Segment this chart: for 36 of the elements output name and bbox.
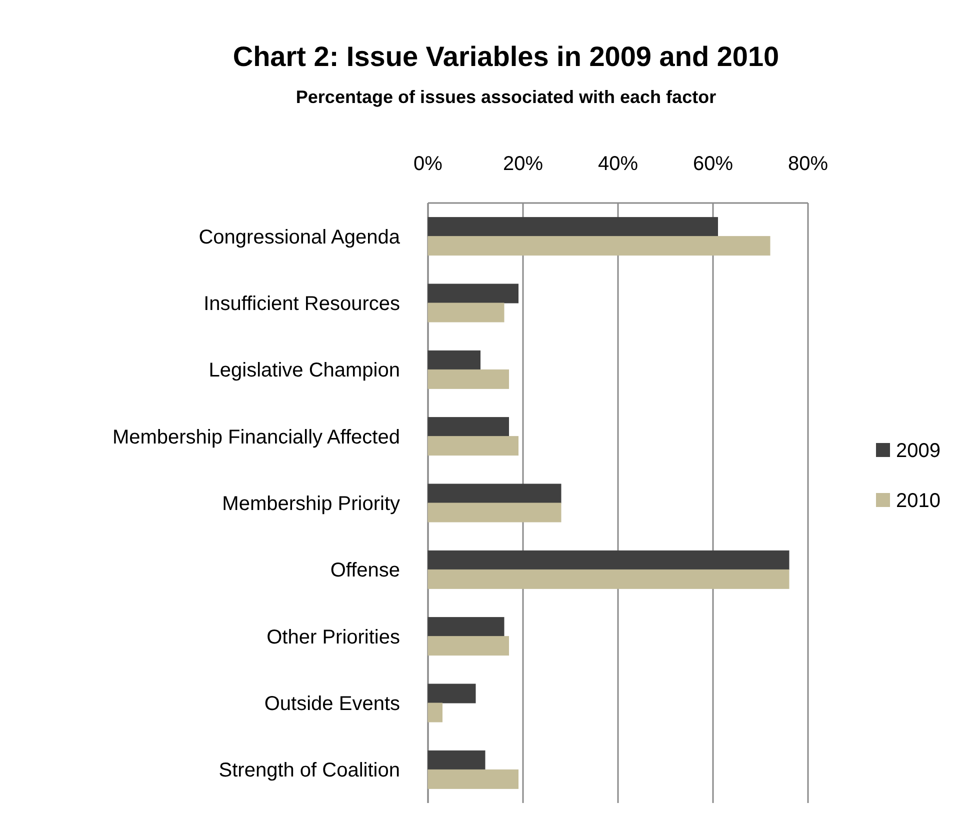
y-tick-label: Offense [330,560,400,582]
bar [428,350,480,370]
y-tick-label: Outside Events [264,693,400,715]
legend-label: 2010 [896,490,940,512]
bar [428,769,518,789]
y-tick-label: Congressional Agenda [198,226,401,248]
bar [428,369,509,389]
bar [428,436,518,456]
bar [428,284,518,304]
y-tick-label: Strength of Coalition [218,760,400,782]
bar [428,217,718,237]
bar [428,550,790,570]
bar [428,702,442,722]
legend-label: 2009 [896,440,940,462]
chart-title: Chart 2: Issue Variables in 2009 and 2010 [232,41,780,72]
bar [428,484,562,504]
x-tick-label: 20% [502,153,544,175]
y-tick-label: Legislative Champion [208,360,400,382]
bar [428,636,509,656]
bar [428,236,770,256]
y-tick-label: Membership Financially Affected [112,426,400,448]
bar [428,502,562,522]
y-tick-label: Membership Priority [222,493,400,515]
y-tick-label: Insufficient Resources [204,293,400,315]
bar [428,569,790,589]
bar [428,417,509,437]
x-tick-label: 80% [788,153,828,175]
bar [428,684,476,704]
x-tick-label: 60% [692,153,734,175]
y-tick-label: Other Priorities [266,626,400,648]
x-tick-label: 0% [414,153,443,175]
x-tick-label: 40% [598,153,638,175]
bar [428,617,504,637]
bar [428,750,486,770]
bar [428,302,504,322]
chart-subtitle: Percentage of issues associated with each factor [296,87,716,107]
